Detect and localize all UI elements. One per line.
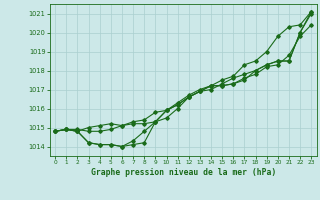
X-axis label: Graphe pression niveau de la mer (hPa): Graphe pression niveau de la mer (hPa)	[91, 168, 276, 177]
